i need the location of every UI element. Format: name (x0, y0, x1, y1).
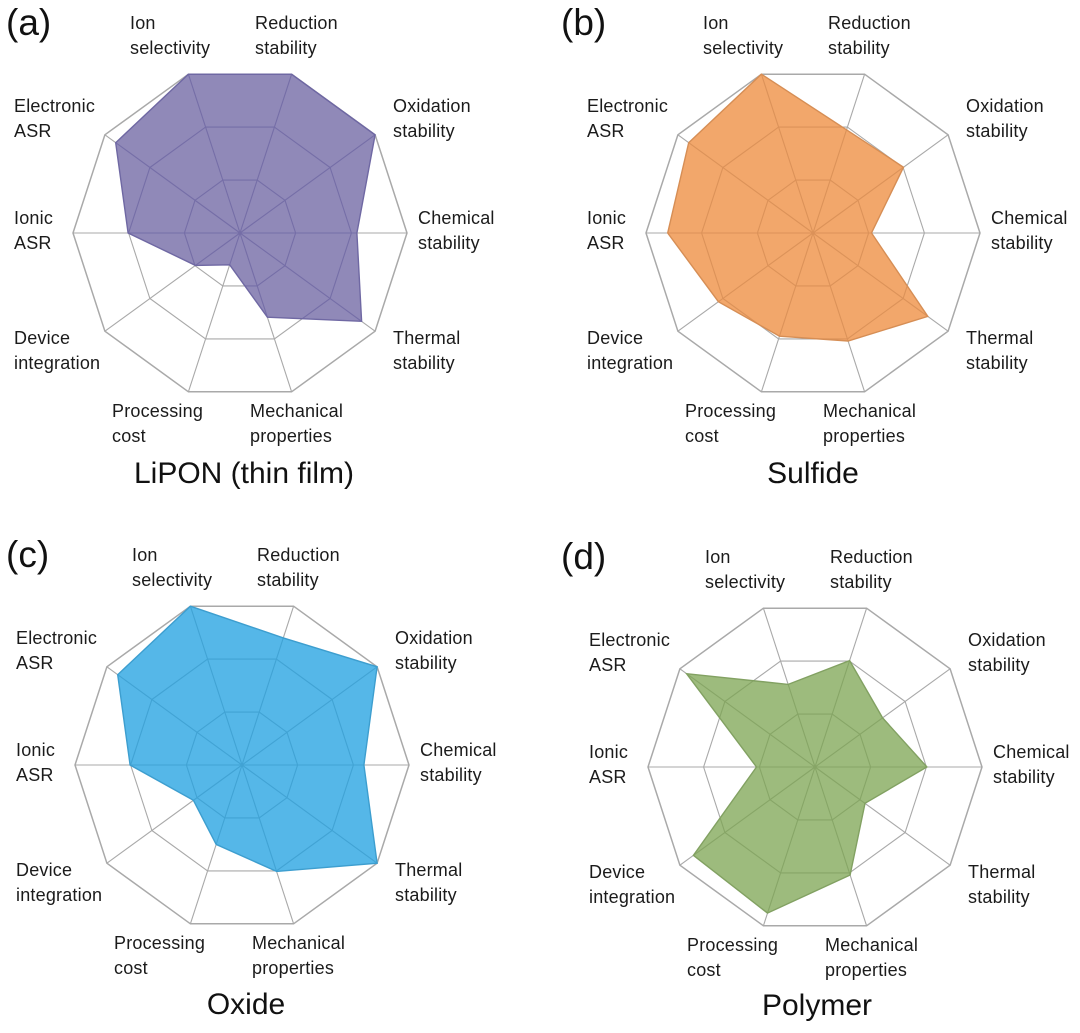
chart-title-lipon: LiPON (thin film) (133, 457, 355, 490)
axis-label-ion-selectivity: Ion selectivity (132, 545, 213, 590)
grid-spoke (117, 666, 243, 766)
axis-label-processing-cost: Processing cost (685, 401, 777, 446)
axis-label-ion-selectivity: Ion selectivity (705, 547, 786, 592)
axis-label-device-integration: Device integration (589, 862, 676, 907)
grid-spoke (762, 766, 816, 914)
axis-label-thermal-stability: Thermal stability (968, 862, 1036, 907)
grid-spoke (686, 668, 816, 768)
axis-label-mechanical-properties: Mechanical properties (250, 401, 344, 446)
axis-label-oxidation-stability: Oxidation stability (968, 630, 1046, 675)
grid-spoke (686, 766, 816, 866)
axis-label-thermal-stability: Thermal stability (395, 860, 463, 905)
grid-spoke (241, 764, 295, 872)
axis-label-chemical-stability: Chemical stability (418, 208, 495, 253)
axis-label-electronic-asr: Electronic ASR (587, 96, 669, 141)
radar-chart-sulfide (645, 73, 981, 393)
panel-letter-b: (b) (561, 2, 607, 43)
panel-letter-c: (c) (6, 534, 50, 575)
grid-spoke (115, 134, 241, 234)
radar-chart-oxide (74, 605, 410, 925)
axis-label-chemical-stability: Chemical stability (993, 742, 1070, 787)
grid-spoke (239, 134, 376, 234)
radar-chart-polymer (647, 607, 983, 927)
axis-label-electronic-asr: Electronic ASR (16, 628, 98, 673)
axis-label-mechanical-properties: Mechanical properties (823, 401, 917, 446)
axis-label-reduction-stability: Reduction stability (255, 13, 338, 58)
radar-fill-lipon-thin-film- (114, 73, 376, 323)
grid-spoke (239, 232, 293, 322)
grid-spoke (812, 232, 866, 341)
axis-label-mechanical-properties: Mechanical properties (825, 935, 919, 980)
axis-label-electronic-asr: Electronic ASR (14, 96, 96, 141)
grid-ring (115, 74, 376, 322)
chart-title-sulfide: Sulfide (767, 457, 859, 490)
grid-spoke (762, 660, 816, 768)
axis-label-device-integration: Device integration (16, 860, 103, 905)
axis-label-oxidation-stability: Oxidation stability (393, 96, 471, 141)
axis-label-device-integration: Device integration (14, 328, 101, 373)
axis-label-chemical-stability: Chemical stability (420, 740, 497, 785)
axis-label-reduction-stability: Reduction stability (257, 545, 340, 590)
grid-spoke (187, 74, 241, 234)
grid-spoke (760, 74, 814, 234)
axis-label-processing-cost: Processing cost (112, 401, 204, 446)
axis-label-ionic-asr: Ionic ASR (587, 208, 627, 253)
grid-spoke (812, 232, 928, 332)
axis-label-oxidation-stability: Oxidation stability (966, 96, 1044, 141)
axis-label-ionic-asr: Ionic ASR (14, 208, 54, 253)
grid-spoke (241, 764, 378, 864)
grid-spoke (239, 74, 293, 234)
axis-label-oxidation-stability: Oxidation stability (395, 628, 473, 673)
axis-label-ionic-asr: Ionic ASR (16, 740, 56, 785)
axis-label-ionic-asr: Ionic ASR (589, 742, 629, 787)
axis-label-thermal-stability: Thermal stability (966, 328, 1034, 373)
axis-label-reduction-stability: Reduction stability (830, 547, 913, 592)
axis-label-processing-cost: Processing cost (687, 935, 779, 980)
chart-title-polymer: Polymer (761, 989, 873, 1022)
grid-spoke (189, 764, 243, 872)
panel-letter-a: (a) (6, 2, 52, 43)
panel-letter-d: (d) (561, 536, 607, 577)
axis-label-reduction-stability: Reduction stability (828, 13, 911, 58)
grid-spoke (677, 134, 814, 234)
radar-fill-polymer (685, 659, 928, 914)
axis-label-mechanical-properties: Mechanical properties (252, 933, 346, 978)
grid-spoke (189, 606, 243, 766)
axis-label-ion-selectivity: Ion selectivity (130, 13, 211, 58)
chart-title-oxide: Oxide (206, 988, 286, 1021)
axis-label-device-integration: Device integration (587, 328, 674, 373)
radar-fill-oxide (116, 605, 378, 873)
grid-spoke (814, 668, 927, 768)
grid-ring (128, 126, 352, 322)
axis-label-thermal-stability: Thermal stability (393, 328, 461, 373)
grid-spoke (814, 660, 868, 768)
grid-spoke (760, 232, 814, 341)
axis-label-electronic-asr: Electronic ASR (589, 630, 671, 675)
grid-spoke (239, 232, 376, 322)
axis-label-chemical-stability: Chemical stability (991, 208, 1068, 253)
radar-chart-lipon-thin-film- (72, 73, 408, 393)
grid-spoke (241, 666, 378, 766)
axis-label-processing-cost: Processing cost (114, 933, 206, 978)
axis-label-ion-selectivity: Ion selectivity (703, 13, 784, 58)
